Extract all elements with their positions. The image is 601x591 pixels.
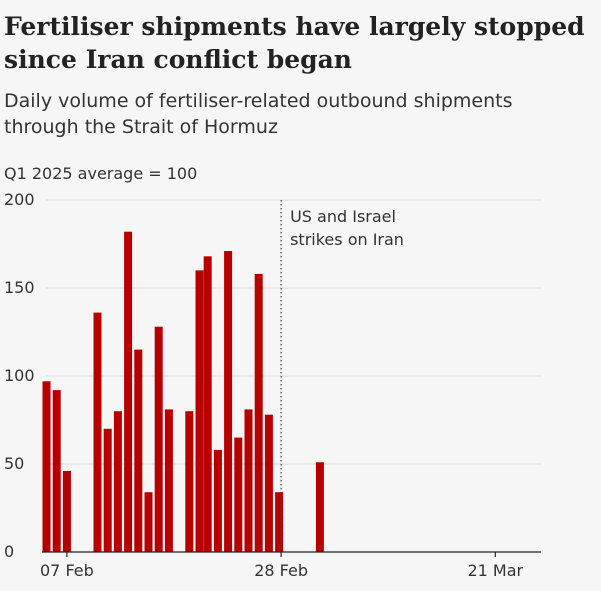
- x-tick-label: 07 Feb: [40, 561, 94, 580]
- subtitle-line-1: Daily volume of fertiliser-related outbo…: [4, 90, 513, 112]
- chart-title: Fertiliser shipments have largely stoppe…: [4, 10, 594, 76]
- bar: [254, 273, 263, 552]
- bar: [213, 449, 222, 552]
- bar: [93, 312, 102, 552]
- bar: [103, 428, 112, 552]
- bar: [195, 270, 204, 552]
- bar: [154, 326, 163, 552]
- y-tick-label-150: 150: [4, 278, 35, 297]
- title-line-2: since Iran conflict began: [4, 45, 352, 74]
- y-tick-label-100: 100: [4, 366, 35, 385]
- y-tick-label-0: 0: [4, 542, 14, 561]
- bar: [42, 381, 51, 552]
- x-tick-label: 28 Feb: [254, 561, 308, 580]
- bar: [62, 471, 71, 552]
- x-tick-label: 21 Mar: [467, 561, 523, 580]
- bar: [244, 409, 253, 552]
- y-tick-label-50: 50: [4, 454, 24, 473]
- bar: [264, 414, 273, 552]
- bar: [113, 411, 122, 552]
- bar: [124, 231, 133, 552]
- axes: 0 50 100 150 200 07 Feb 28 Feb 21 Mar: [4, 190, 541, 580]
- y-axis-unit-label: Q1 2025 average = 100: [4, 164, 198, 183]
- bar: [315, 462, 324, 552]
- bar: [275, 492, 284, 552]
- y-tick-label-200: 200: [4, 190, 35, 209]
- bars: [42, 231, 324, 552]
- chart-subtitle: Daily volume of fertiliser-related outbo…: [4, 88, 594, 140]
- event-label-line-1: US and Israel: [290, 207, 396, 226]
- bar: [185, 411, 194, 552]
- title-line-1: Fertiliser shipments have largely stoppe…: [4, 12, 585, 41]
- event-marker: US and Israel strikes on Iran: [280, 200, 404, 552]
- bar: [52, 390, 61, 552]
- bar: [134, 349, 143, 552]
- bar: [234, 437, 243, 552]
- bar: [144, 492, 153, 552]
- subtitle-line-2: through the Strait of Hormuz: [4, 116, 278, 138]
- bar: [203, 256, 212, 552]
- bar: [224, 251, 233, 552]
- event-label-line-2: strikes on Iran: [290, 230, 404, 249]
- bar: [164, 409, 173, 552]
